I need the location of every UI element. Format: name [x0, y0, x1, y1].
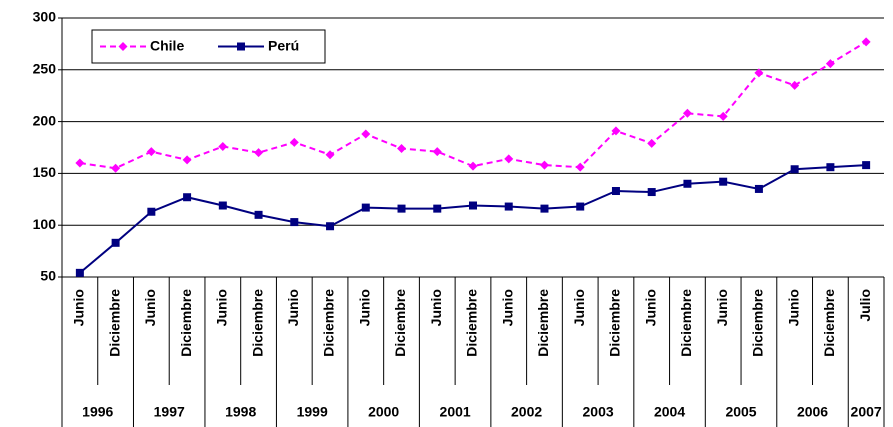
series-line: [79, 164, 867, 274]
marker: [290, 218, 299, 227]
marker: [218, 201, 227, 210]
marker: [504, 202, 513, 211]
marker: [397, 204, 406, 213]
marker: [118, 42, 128, 51]
marker: [254, 148, 264, 158]
x-tick-label: Junio: [499, 289, 515, 326]
marker: [361, 129, 371, 139]
marker: [611, 126, 621, 136]
x-group-label: 2004: [654, 404, 685, 420]
marker: [575, 162, 585, 172]
marker: [825, 59, 835, 69]
x-tick-label: Junio: [642, 289, 658, 326]
y-tick-label: 200: [33, 112, 57, 128]
marker: [754, 68, 764, 78]
marker: [111, 163, 121, 173]
x-group-label: 2001: [440, 404, 471, 420]
marker: [540, 204, 549, 213]
y-tick-label: 100: [33, 216, 57, 232]
marker: [683, 179, 692, 188]
x-tick-label: Diciembre: [535, 289, 551, 357]
x-tick-label: Diciembre: [321, 289, 337, 357]
marker: [576, 202, 585, 211]
x-group-label: 2002: [511, 404, 542, 420]
y-tick-label: 50: [40, 268, 56, 284]
marker: [361, 203, 370, 212]
marker: [147, 207, 156, 216]
x-tick-label: Junio: [714, 289, 730, 326]
x-tick-label: Diciembre: [821, 289, 837, 357]
marker: [397, 144, 407, 154]
marker: [790, 80, 800, 90]
x-group-label: 1999: [297, 404, 328, 420]
x-group-label: 2006: [797, 404, 828, 420]
x-group-label: 1998: [225, 404, 256, 420]
x-tick-label: Diciembre: [750, 289, 766, 357]
marker: [254, 210, 263, 219]
x-tick-label: Diciembre: [249, 289, 265, 357]
marker: [861, 37, 871, 47]
marker: [182, 155, 192, 165]
y-tick-label: 300: [33, 9, 57, 25]
marker: [718, 111, 728, 121]
marker: [862, 161, 871, 170]
x-tick-label: Junio: [785, 289, 801, 326]
x-tick-label: Diciembre: [178, 289, 194, 357]
x-tick-label: Junio: [428, 289, 444, 326]
marker: [469, 201, 477, 210]
x-tick-label: Junio: [71, 289, 87, 326]
marker: [504, 154, 514, 164]
x-group-label: 2007: [851, 404, 882, 420]
marker: [647, 188, 656, 197]
x-tick-label: Junio: [571, 289, 587, 326]
series-line: [79, 40, 867, 170]
x-tick-label: Diciembre: [678, 289, 694, 357]
marker: [326, 222, 335, 231]
marker: [790, 165, 799, 174]
marker: [754, 184, 763, 193]
legend-label: Perú: [268, 38, 299, 54]
marker: [647, 138, 657, 148]
marker: [183, 193, 192, 202]
marker: [146, 147, 156, 157]
marker: [468, 161, 478, 171]
marker: [719, 177, 728, 186]
marker: [539, 160, 549, 170]
x-tick-label: Julio: [857, 289, 873, 322]
x-tick-label: Junio: [356, 289, 372, 326]
y-tick-label: 150: [33, 164, 57, 180]
marker: [75, 268, 84, 277]
marker: [218, 141, 228, 151]
marker: [433, 204, 442, 213]
x-group-label: 2000: [368, 404, 399, 420]
x-group-label: 1997: [154, 404, 185, 420]
x-group-label: 2005: [725, 404, 756, 420]
x-tick-label: Junio: [142, 289, 158, 326]
x-tick-label: Diciembre: [106, 289, 122, 357]
marker: [325, 150, 335, 160]
x-tick-label: Diciembre: [607, 289, 623, 357]
x-tick-label: Diciembre: [392, 289, 408, 357]
marker: [75, 158, 85, 168]
marker: [826, 163, 835, 172]
marker: [289, 137, 299, 147]
marker: [682, 108, 692, 118]
x-tick-label: Junio: [285, 289, 301, 326]
x-group-label: 1996: [82, 404, 113, 420]
x-tick-label: Diciembre: [464, 289, 480, 357]
legend-label: Chile: [150, 38, 184, 54]
marker: [611, 187, 620, 196]
x-tick-label: Junio: [214, 289, 230, 326]
x-group-label: 2003: [583, 404, 614, 420]
marker: [237, 42, 245, 51]
marker: [432, 147, 442, 157]
marker: [111, 238, 120, 247]
y-tick-label: 250: [33, 61, 57, 77]
